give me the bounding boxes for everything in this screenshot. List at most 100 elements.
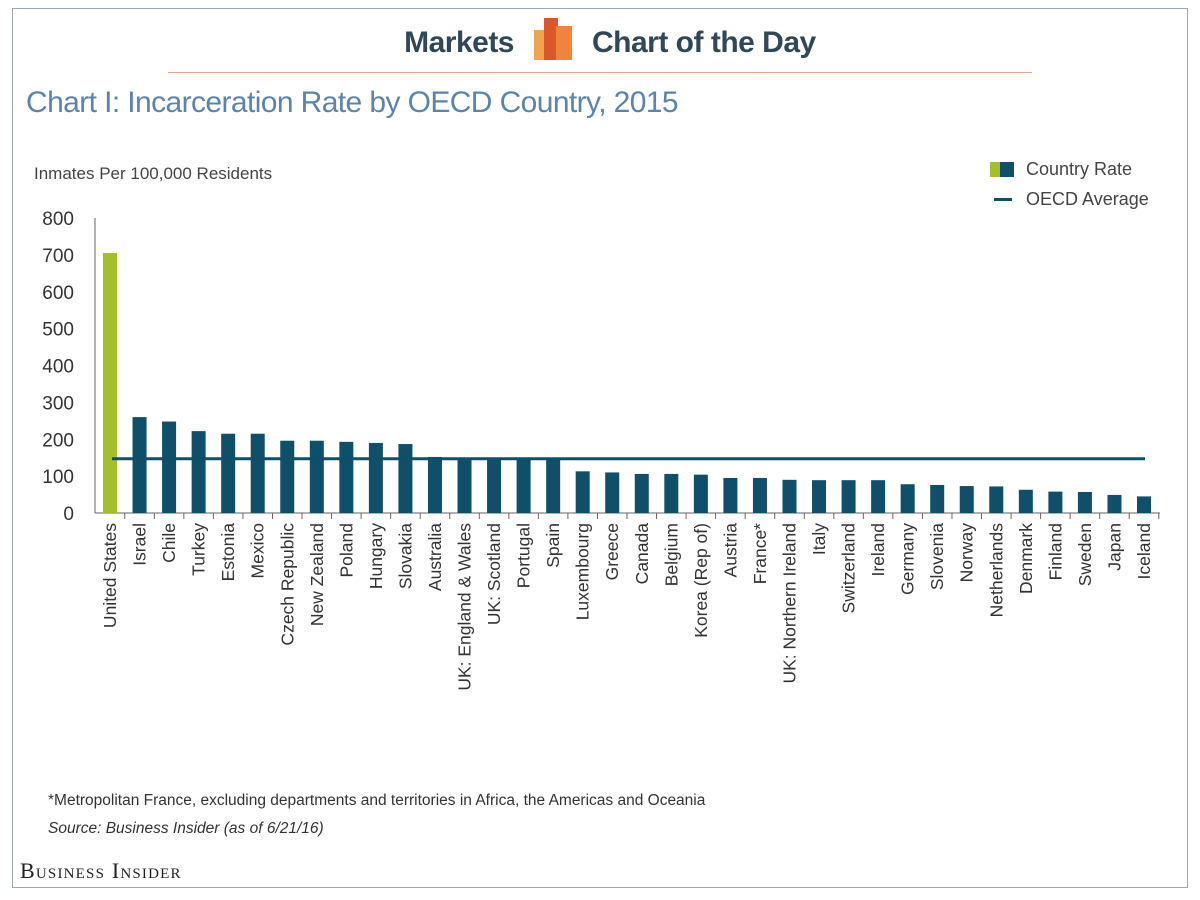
x-tick-label: Turkey (189, 523, 209, 576)
x-tick-label: Canada (632, 523, 652, 585)
bar (634, 473, 649, 513)
x-tick-label: UK: England & Wales (455, 523, 475, 691)
x-tick-label: Poland (336, 523, 356, 578)
legend-label-country-rate: Country Rate (1026, 158, 1133, 179)
x-tick-label: United States (100, 523, 120, 628)
bar (191, 431, 206, 513)
y-tick-label: 800 (42, 209, 74, 230)
bar (841, 480, 856, 513)
x-tick-label: Switzerland (839, 523, 859, 613)
bar (1048, 491, 1063, 513)
legend: Country Rate OECD Average (990, 154, 1149, 214)
x-tick-label: Finland (1045, 523, 1065, 580)
x-tick-label: Czech Republic (277, 523, 297, 646)
header-markets-label: Markets (404, 26, 514, 59)
x-tick-label: Israel (130, 523, 150, 566)
bar (989, 486, 1004, 513)
x-tick-label: Japan (1104, 523, 1124, 571)
bar (516, 459, 531, 513)
bar (1018, 489, 1033, 513)
x-tick-label: Hungary (366, 523, 386, 589)
x-tick-label: Slovakia (395, 523, 415, 589)
bar (959, 486, 974, 513)
x-tick-label: Belgium (661, 523, 681, 586)
x-tick-label: UK: Northern Ireland (779, 523, 799, 684)
x-tick-label: New Zealand (307, 523, 327, 626)
x-tick-label: Ireland (868, 523, 888, 577)
brand-logo: Business Insider (20, 858, 182, 883)
chart-frame (12, 8, 1188, 888)
legend-item-oecd-average: OECD Average (990, 184, 1149, 214)
bar (457, 458, 472, 513)
bar (546, 459, 561, 513)
bar (930, 484, 945, 513)
y-tick-label: 600 (42, 283, 74, 304)
x-tick-label: Sweden (1075, 523, 1095, 586)
x-tick-label: Australia (425, 523, 445, 591)
x-tick-label: Spain (543, 523, 563, 568)
bar (1077, 491, 1092, 513)
x-tick-label: Estonia (218, 523, 238, 582)
x-tick-label: Greece (602, 523, 622, 580)
bar (368, 442, 383, 513)
bar (162, 421, 177, 513)
y-tick-label: 400 (42, 357, 74, 378)
y-tick-label: 100 (42, 467, 74, 488)
x-tick-label: Korea (Rep of) (691, 523, 711, 638)
y-tick-label: 500 (42, 320, 74, 341)
bar (250, 433, 265, 513)
legend-swatch-bars (1000, 161, 1014, 177)
bar (309, 440, 324, 513)
bar (782, 479, 797, 513)
x-tick-label: Slovenia (927, 523, 947, 590)
chart-title: Chart I: Incarceration Rate by OECD Coun… (26, 86, 679, 119)
footnote: *Metropolitan France, excluding departme… (48, 792, 706, 809)
bar (1107, 494, 1122, 513)
legend-label-oecd-average: OECD Average (1026, 188, 1149, 209)
x-tick-label: Norway (957, 523, 977, 583)
y-tick-label: 300 (42, 393, 74, 414)
bar (723, 477, 738, 513)
bar (871, 480, 886, 513)
x-tick-label: Austria (720, 523, 740, 578)
bar (752, 477, 767, 513)
bar-logo-icon (534, 18, 572, 60)
bar (487, 459, 502, 513)
bar (812, 480, 827, 513)
bar (575, 471, 590, 513)
x-tick-label: UK: Scotland (484, 523, 504, 625)
bar (132, 417, 147, 513)
legend-item-country-rate: Country Rate (990, 154, 1149, 184)
x-tick-label: Luxembourg (573, 523, 593, 620)
source-note: Source: Business Insider (as of 6/21/16) (48, 820, 324, 837)
bar (1137, 496, 1151, 513)
x-tick-label: Portugal (514, 523, 534, 588)
y-axis-label: Inmates Per 100,000 Residents (34, 164, 273, 183)
legend-swatch-line (994, 197, 1012, 201)
bar (427, 456, 442, 513)
bar (280, 440, 295, 513)
bar (221, 433, 236, 513)
x-tick-label: Italy (809, 523, 829, 555)
y-tick-label: 200 (42, 430, 74, 451)
bar (693, 474, 708, 513)
bar (339, 441, 354, 513)
bar (664, 473, 679, 513)
x-tick-label: Mexico (248, 523, 268, 578)
bar (900, 484, 915, 513)
x-tick-label: France* (750, 523, 770, 584)
x-tick-label: Germany (898, 523, 918, 595)
y-tick-label: 700 (42, 246, 74, 267)
x-tick-label: Iceland (1134, 523, 1154, 579)
header: Markets Chart of the Day (168, 16, 1032, 73)
y-tick-label: 0 (63, 504, 74, 525)
bar (605, 472, 620, 513)
x-tick-label: Netherlands (986, 523, 1006, 618)
x-tick-label: Denmark (1016, 523, 1036, 594)
x-tick-label: Chile (159, 523, 179, 563)
header-chart-of-the-day-label: Chart of the Day (592, 26, 816, 59)
legend-swatch-highlight (990, 161, 1000, 177)
bar (103, 253, 117, 513)
bar (398, 444, 413, 513)
